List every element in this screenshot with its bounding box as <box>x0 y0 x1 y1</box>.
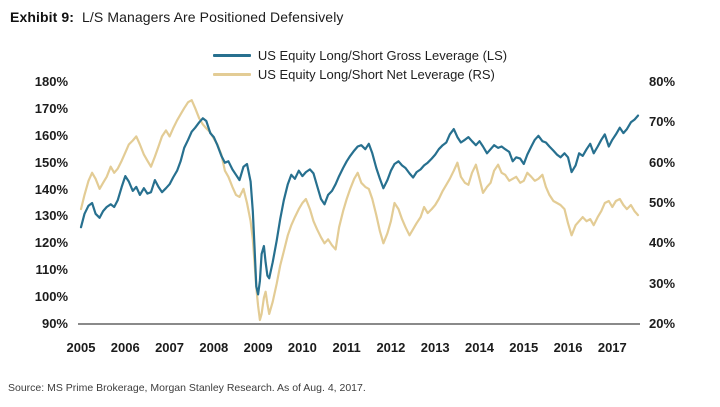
x-axis-tick: 2011 <box>332 340 361 355</box>
x-axis-tick: 2006 <box>110 340 140 355</box>
x-axis-tick: 2013 <box>420 340 450 355</box>
x-axis-tick: 2008 <box>199 340 229 355</box>
source-note: Source: MS Prime Brokerage, Morgan Stanl… <box>8 382 366 394</box>
legend-item-net: US Equity Long/Short Net Leverage (RS) <box>212 66 495 82</box>
x-axis-tick: 2012 <box>376 340 406 355</box>
y-axis-tick-left: 100% <box>34 289 68 305</box>
x-axis-tick: 2009 <box>243 340 273 355</box>
y-axis-tick-right: 20% <box>649 316 676 331</box>
y-axis-tick-left: 130% <box>34 208 68 224</box>
y-axis-tick-right: 70% <box>649 114 676 130</box>
y-axis-tick-left: 140% <box>34 181 68 197</box>
y-axis-tick-left: 150% <box>34 154 68 170</box>
y-axis-tick-left: 90% <box>41 316 68 331</box>
exhibit-title: Exhibit 9: L/S Managers Are Positioned De… <box>10 9 344 25</box>
x-axis-tick: 2017 <box>597 340 627 355</box>
y-axis-tick-right: 30% <box>649 275 676 291</box>
y-axis-tick-right: 60% <box>649 154 676 170</box>
x-axis-tick: 2015 <box>509 340 539 355</box>
y-axis-tick-right: 50% <box>649 195 676 210</box>
exhibit-number: Exhibit 9: <box>10 9 75 25</box>
x-axis-tick: 2010 <box>287 340 317 355</box>
y-axis-tick-left: 170% <box>34 100 68 116</box>
exhibit-title-text: L/S Managers Are Positioned Defensively <box>82 9 344 25</box>
legend-item-gross: US Equity Long/Short Gross Leverage (LS) <box>212 47 508 63</box>
legend-line-gross-icon <box>212 53 251 57</box>
y-axis-tick-right: 40% <box>649 235 676 251</box>
y-axis-tick-right: 80% <box>649 74 676 89</box>
chart-legend: US Equity Long/Short Gross Leverage (LS)… <box>0 47 720 82</box>
y-axis-tick-left: 160% <box>34 127 68 143</box>
y-axis-tick-left: 180% <box>34 74 68 89</box>
series-line-gross-leverage <box>79 114 640 296</box>
y-axis-tick-left: 110% <box>35 262 68 278</box>
chart-legend-rows: US Equity Long/Short Gross Leverage (LS)… <box>212 47 508 82</box>
x-axis-tick: 2005 <box>66 340 96 355</box>
y-axis-tick-left: 120% <box>34 235 68 251</box>
series-line-net-leverage <box>79 99 640 322</box>
legend-line-net-icon <box>212 72 251 76</box>
x-axis-tick: 2007 <box>155 340 184 355</box>
legend-label-gross: US Equity Long/Short Gross Leverage (LS) <box>257 47 508 63</box>
legend-label-net: US Equity Long/Short Net Leverage (RS) <box>257 66 495 82</box>
x-axis-tick: 2016 <box>553 340 583 355</box>
x-axis-tick: 2014 <box>465 340 494 355</box>
